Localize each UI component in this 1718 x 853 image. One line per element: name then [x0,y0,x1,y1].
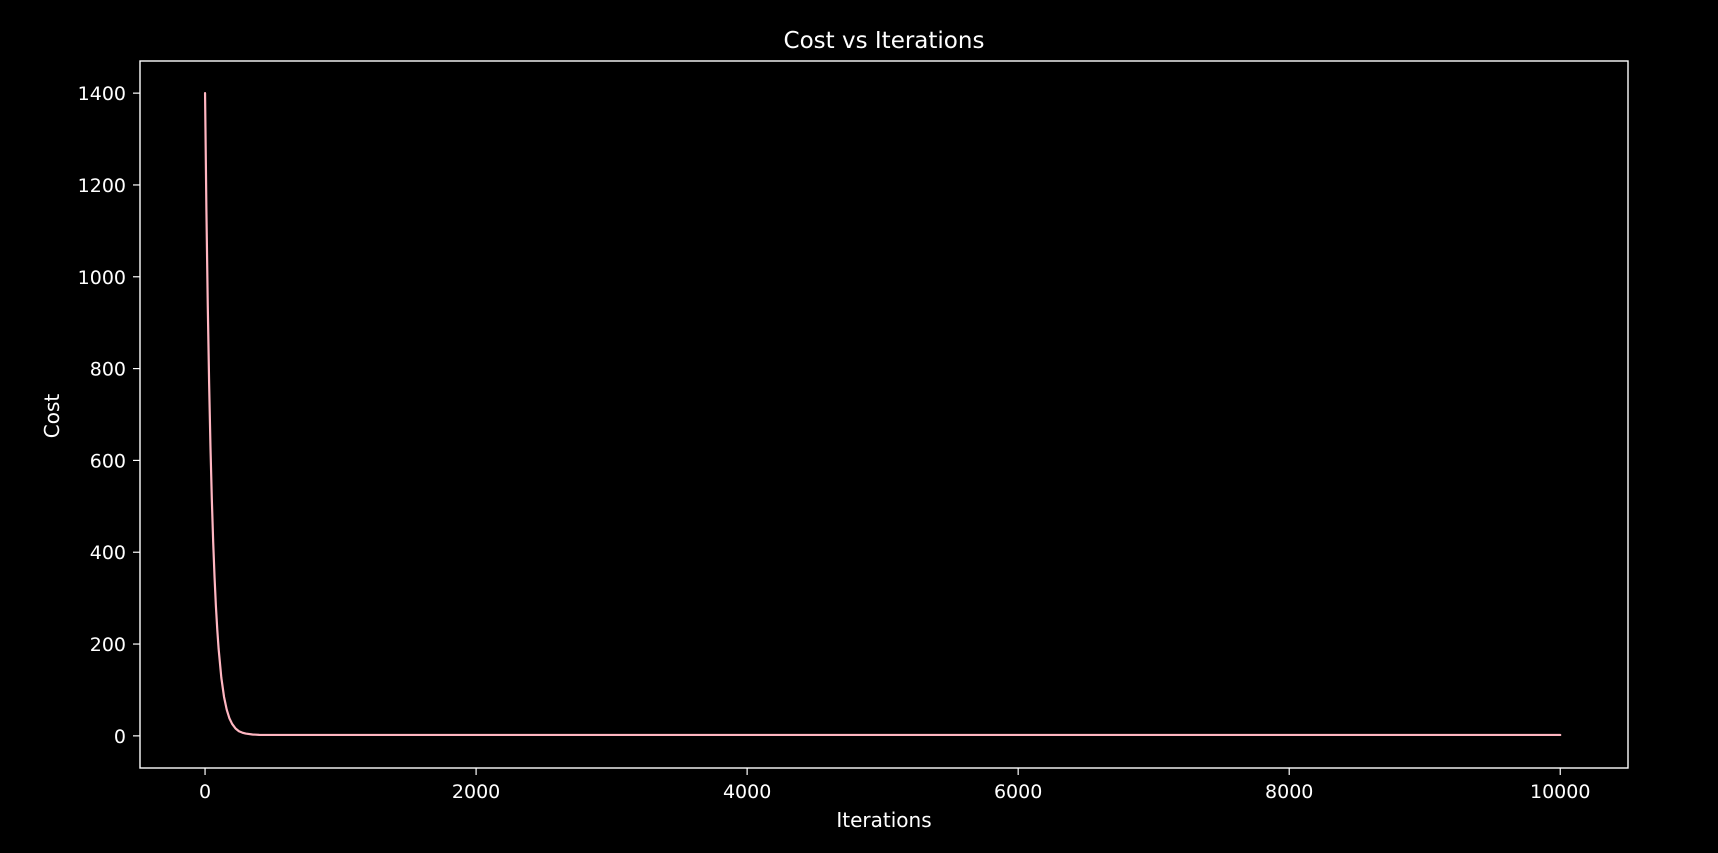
y-tick-label: 0 [114,726,126,748]
x-tick-label: 4000 [723,781,771,803]
y-axis-label: Cost [40,394,64,439]
x-tick-label: 8000 [1265,781,1313,803]
y-tick-label: 400 [90,542,126,564]
y-tick-label: 1000 [78,267,126,289]
x-tick-label: 0 [199,781,211,803]
x-axis: 0 2000 4000 6000 8000 10000 [199,768,1590,803]
cost-line [203,92,1562,737]
x-axis-label: Iterations [836,808,931,832]
y-tick-label: 1200 [78,175,126,197]
x-tick-label: 2000 [452,781,500,803]
y-tick-label: 200 [90,634,126,656]
x-tick-label: 6000 [994,781,1042,803]
y-tick-label: 800 [90,359,126,381]
x-tick-label: 10000 [1530,781,1590,803]
y-tick-label: 600 [90,450,126,472]
plot-frame [139,60,1629,769]
y-tick-label: 1400 [78,83,126,105]
chart-title: Cost vs Iterations [784,28,985,54]
y-axis: 0 200 400 600 800 1000 1200 1400 [78,83,140,748]
